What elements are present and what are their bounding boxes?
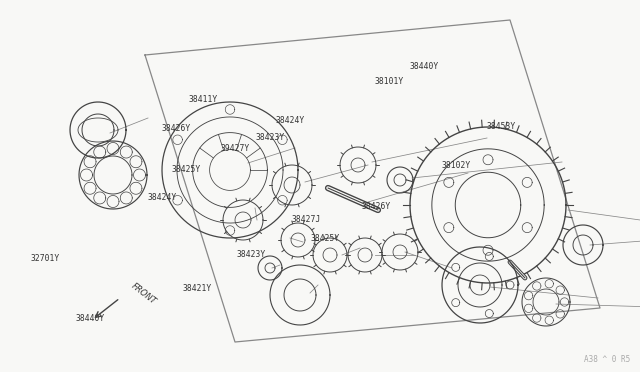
- Text: 38421Y: 38421Y: [182, 284, 212, 293]
- Text: 38424Y: 38424Y: [147, 193, 177, 202]
- Text: 39427Y: 39427Y: [221, 144, 250, 153]
- Text: 38424Y: 38424Y: [275, 116, 305, 125]
- Text: 38102Y: 38102Y: [442, 161, 471, 170]
- Text: 38425Y: 38425Y: [172, 165, 201, 174]
- Text: 38440Y: 38440Y: [410, 62, 439, 71]
- Text: 38453Y: 38453Y: [486, 122, 516, 131]
- Text: FRONT: FRONT: [130, 281, 158, 306]
- Text: 38427J: 38427J: [291, 215, 321, 224]
- Text: 38101Y: 38101Y: [374, 77, 404, 86]
- Text: 38426Y: 38426Y: [362, 202, 391, 211]
- Text: 38426Y: 38426Y: [161, 124, 191, 133]
- Text: 38423Y: 38423Y: [256, 133, 285, 142]
- Text: 38411Y: 38411Y: [189, 95, 218, 104]
- Text: 38423Y: 38423Y: [237, 250, 266, 259]
- Text: 38425Y: 38425Y: [310, 234, 340, 243]
- Text: A38 ^ 0 R5: A38 ^ 0 R5: [584, 355, 630, 364]
- Text: 38440Y: 38440Y: [76, 314, 105, 323]
- Text: 32701Y: 32701Y: [31, 254, 60, 263]
